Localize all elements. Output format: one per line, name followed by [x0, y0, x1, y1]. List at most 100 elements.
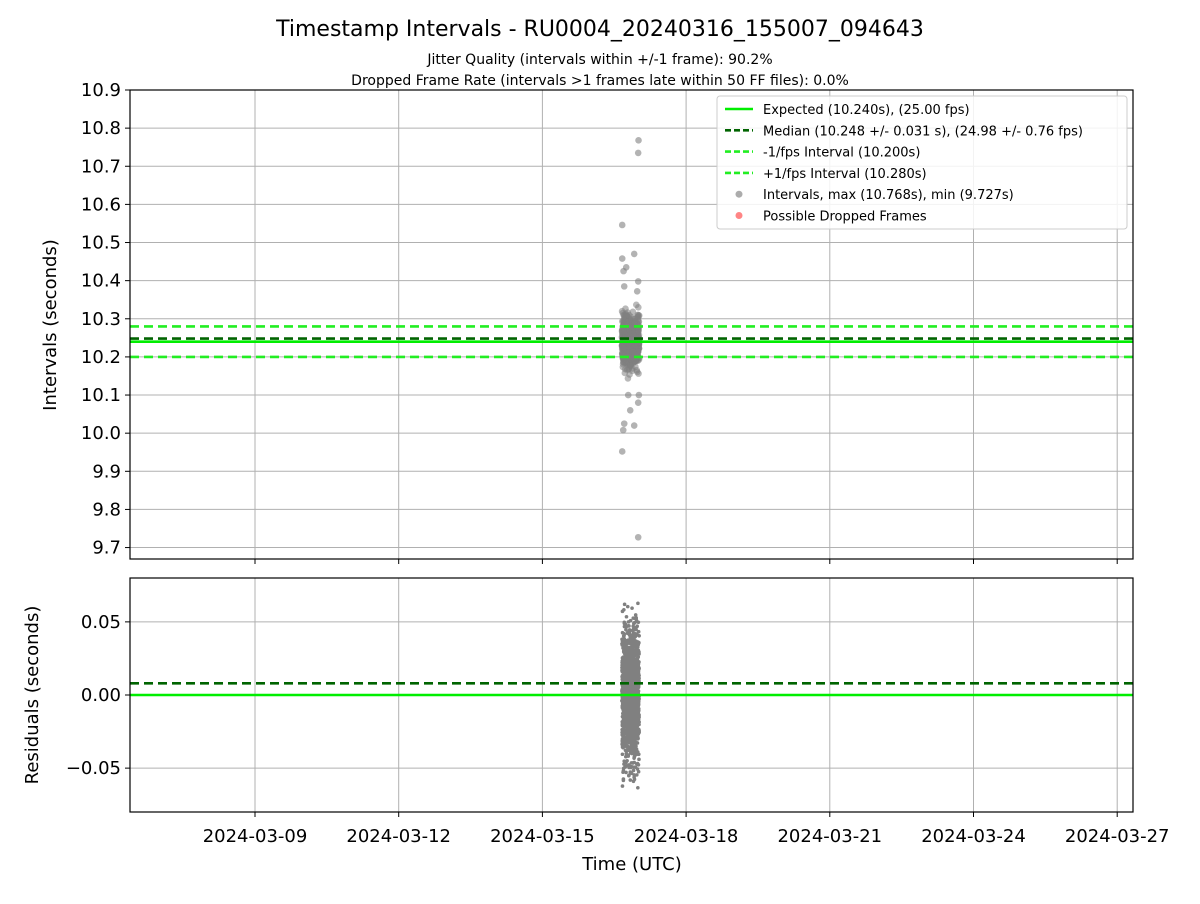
residual-point — [628, 716, 632, 721]
interval-point — [629, 348, 637, 355]
top-y-tick-label: 10.9 — [81, 80, 121, 101]
top-y-tick-label: 10.5 — [81, 233, 121, 254]
interval-outlier-point — [634, 533, 642, 541]
residual-point — [629, 761, 634, 765]
x-tick-label: 2024-03-18 — [634, 826, 739, 847]
top-y-axis-label: Intervals (seconds) — [40, 239, 61, 411]
residual-point — [628, 645, 633, 650]
residual-point — [623, 724, 627, 728]
residual-point — [636, 699, 640, 704]
residual-point — [632, 723, 637, 727]
residual-point — [620, 630, 625, 635]
residual-point — [635, 665, 640, 669]
residual-point — [624, 625, 628, 629]
interval-outlier-point — [620, 420, 628, 427]
top-y-tick-label: 10.0 — [81, 423, 121, 444]
interval-point — [631, 319, 638, 327]
residual-point — [634, 728, 639, 732]
residual-point — [633, 676, 638, 680]
x-tick-label: 2024-03-24 — [921, 826, 1026, 847]
top-plot-frame — [129, 89, 1134, 560]
residual-point — [624, 647, 629, 652]
residual-point — [630, 667, 635, 672]
residual-point — [626, 739, 630, 743]
residual-point — [620, 784, 625, 788]
x-tick-label: 2024-03-21 — [777, 826, 882, 847]
residual-point — [635, 761, 640, 766]
legend-dot-swatch — [735, 190, 743, 198]
residual-point — [631, 749, 635, 754]
subtitle-dropped: Dropped Frame Rate (intervals >1 frames … — [351, 73, 849, 89]
residual-point — [631, 717, 636, 721]
residual-point — [626, 729, 631, 734]
residual-point — [627, 624, 631, 628]
residual-point — [632, 702, 637, 706]
interval-outlier-point — [633, 288, 641, 295]
top-y-tick-label: 10.1 — [81, 385, 121, 406]
residual-point — [626, 630, 630, 635]
residual-point — [623, 754, 628, 759]
legend-label: Median (10.248 +/- 0.031 s), (24.98 +/- … — [763, 124, 1083, 139]
residual-point — [634, 750, 639, 754]
top-y-tick-label: 9.7 — [92, 538, 121, 559]
residual-point — [625, 717, 629, 722]
residual-point — [626, 690, 630, 694]
residual-point — [632, 777, 637, 782]
residual-point — [620, 677, 625, 682]
top-reference-lines — [130, 325, 1133, 359]
interval-outlier-point — [630, 250, 638, 258]
residual-point — [621, 777, 626, 781]
legend-label: Intervals, max (10.768s), min (9.727s) — [763, 188, 1014, 203]
residual-point — [636, 676, 641, 680]
residual-point — [624, 628, 628, 632]
residual-point — [634, 651, 639, 656]
residual-point — [634, 670, 639, 674]
interval-point — [628, 314, 635, 321]
residual-point — [620, 741, 625, 746]
residual-point — [635, 624, 639, 629]
interval-outlier-point — [634, 399, 642, 406]
residual-point — [632, 637, 636, 642]
residual-point — [636, 648, 641, 653]
residual-point — [621, 634, 626, 638]
residual-point — [628, 711, 632, 715]
legend-label: Expected (10.240s), (25.00 fps) — [763, 103, 970, 118]
interval-point — [623, 366, 631, 373]
residual-point — [622, 703, 627, 708]
residual-point — [635, 767, 640, 771]
bottom-panel: −0.050.000.05 2024-03-09 2024-03-12 2024-0… — [22, 577, 1170, 875]
top-y-tick-label: 10.3 — [81, 309, 121, 330]
interval-point — [620, 344, 628, 352]
residual-point — [636, 655, 640, 659]
residual-point — [626, 732, 631, 737]
bottom-y-ticks: −0.05 0.00 0.05 — [66, 612, 130, 779]
residual-point — [632, 688, 636, 692]
residual-point — [632, 745, 637, 750]
top-y-tick-label: 10.7 — [81, 156, 121, 177]
interval-outlier-point — [622, 264, 630, 271]
interval-point — [631, 357, 639, 365]
bottom-reference-lines — [130, 681, 1133, 697]
residual-point — [626, 620, 631, 624]
top-panel: 9.7 9.8 9.9 10.0 10.1 10.2 10.3 10.4 10.5 10.6 10.… — [40, 80, 1134, 564]
residual-point — [634, 716, 638, 721]
interval-point — [635, 327, 642, 334]
residual-point — [630, 606, 634, 610]
residual-point — [632, 648, 637, 653]
residual-point — [633, 709, 637, 713]
residual-point — [625, 604, 630, 609]
residual-point — [622, 638, 626, 643]
residual-point — [627, 773, 631, 778]
top-y-tick-label: 10.4 — [81, 271, 121, 292]
residual-point — [631, 768, 636, 773]
residual-point — [636, 769, 641, 774]
residual-point — [622, 762, 626, 766]
bottom-y-tick-label: 0.05 — [81, 612, 121, 633]
residual-point — [627, 745, 631, 750]
residual-point — [636, 702, 640, 707]
interval-point — [635, 304, 642, 311]
residual-point — [633, 753, 637, 757]
residual-point — [621, 646, 625, 650]
residual-point — [632, 756, 636, 760]
